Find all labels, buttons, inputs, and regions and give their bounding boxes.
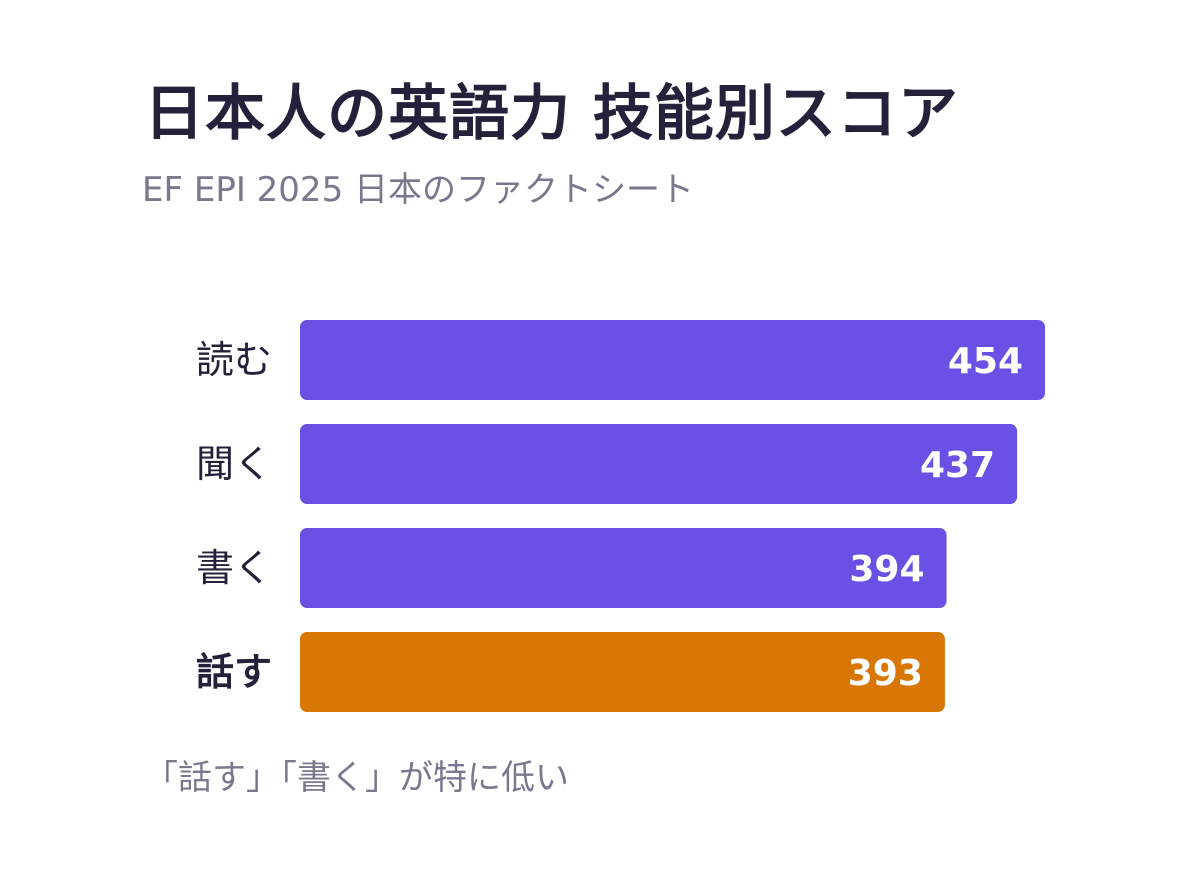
chart-note: 「話す」「書く」が特に低い bbox=[144, 758, 569, 798]
bar-2 bbox=[300, 528, 947, 608]
value-label: 437 bbox=[920, 445, 995, 486]
category-label: 書く bbox=[196, 546, 272, 590]
bar-group: 聞く 437 bbox=[196, 424, 1018, 504]
chart-subtitle: EF EPI 2025 日本のファクトシート bbox=[142, 170, 695, 210]
value-label: 454 bbox=[948, 341, 1023, 382]
value-label: 394 bbox=[849, 549, 924, 590]
bar-group: 話す 393 bbox=[196, 632, 945, 712]
bar-1 bbox=[300, 424, 1018, 504]
chart-title: 日本人の英語力 技能別スコア bbox=[144, 79, 959, 149]
bar-group: 読む 454 bbox=[196, 320, 1045, 400]
category-label: 読む bbox=[196, 338, 272, 382]
category-label: 聞く bbox=[196, 442, 272, 486]
bar-0 bbox=[300, 320, 1045, 400]
value-label: 393 bbox=[848, 653, 923, 694]
bar-3 bbox=[300, 632, 945, 712]
category-label: 話す bbox=[196, 650, 272, 694]
bar-group: 書く 394 bbox=[196, 528, 947, 608]
